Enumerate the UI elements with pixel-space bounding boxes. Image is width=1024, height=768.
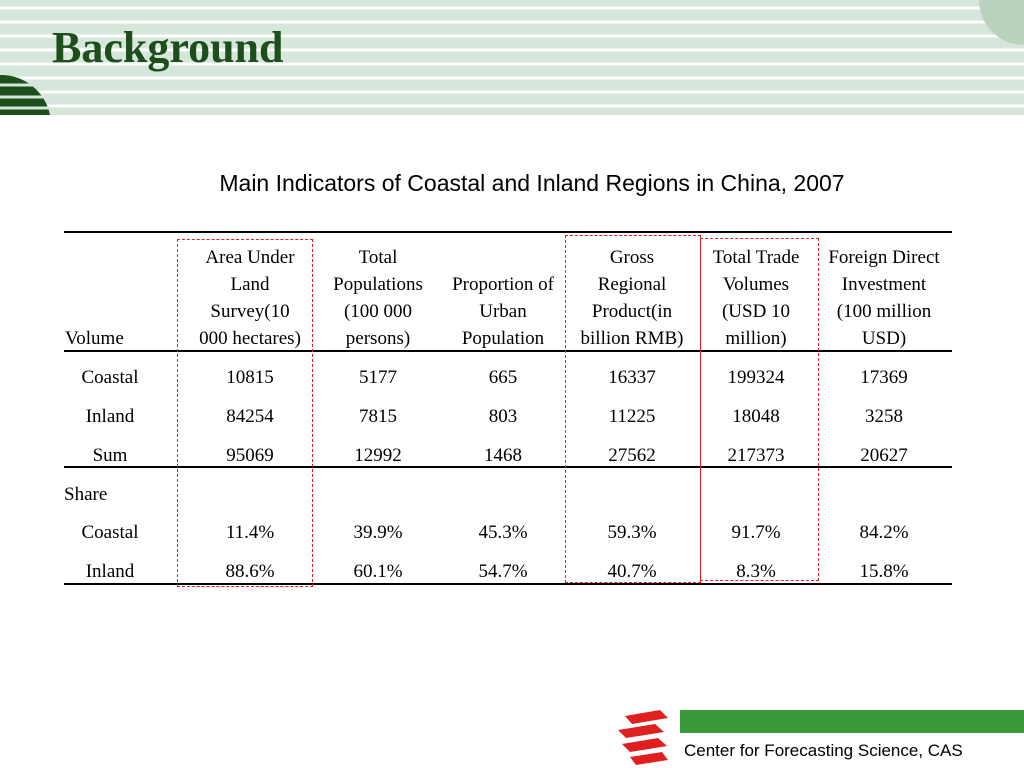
table-cell: 217373: [727, 445, 785, 466]
table-rule: [64, 231, 952, 233]
table-cell: 1468: [484, 445, 522, 466]
table-cell: 59.3%: [607, 522, 657, 543]
table-cell: 95069: [226, 445, 274, 466]
table-cell: 16337: [608, 367, 656, 388]
table-cell: 8.3%: [736, 561, 776, 582]
corner-circle: [979, 0, 1024, 45]
table-cell: 88.6%: [225, 561, 275, 582]
row-label: Inland: [85, 406, 135, 427]
section-label: Share: [64, 484, 108, 505]
table-cell: 11225: [608, 406, 656, 427]
table-cell: 20627: [860, 445, 908, 466]
table-cell: 5177: [359, 367, 397, 388]
column-header: Foreign Direct Investment (100 million U…: [828, 247, 940, 349]
table-cell: 15.8%: [859, 561, 909, 582]
table-cell: 60.1%: [353, 561, 403, 582]
table-cell: 45.3%: [478, 522, 528, 543]
row-label: Sum: [92, 445, 128, 466]
table-cell: 39.9%: [353, 522, 403, 543]
table-cell: 11.4%: [225, 522, 275, 543]
header-stripes: [0, 6, 1024, 108]
column-header: Total Populations (100 000 persons): [333, 247, 423, 349]
column-header: Gross Regional Product(in billion RMB): [580, 247, 684, 349]
row-label: Coastal: [81, 522, 139, 543]
table-cell: 199324: [727, 367, 785, 388]
row-label: Inland: [85, 561, 135, 582]
column-header: Proportion of Urban Population: [452, 274, 554, 349]
corner-stripes: [0, 83, 50, 110]
slide-title: Background: [52, 23, 284, 72]
table-cell: 27562: [608, 445, 656, 466]
table-cell: 17369: [860, 367, 908, 388]
column-header: Area Under Land Survey(10 000 hectares): [199, 247, 301, 349]
table-cell: 12992: [354, 445, 402, 466]
table-cell: 10815: [226, 367, 274, 388]
table-cell: 84.2%: [859, 522, 909, 543]
table-cell: 91.7%: [731, 522, 781, 543]
table-cell: 7815: [359, 406, 397, 427]
table-rule: [64, 583, 952, 585]
highlight-box: [177, 239, 313, 587]
table-rule: [64, 466, 952, 468]
table-cell: 18048: [732, 406, 780, 427]
header-band: [0, 0, 1024, 115]
footer-bar: [680, 710, 1024, 733]
table-cell: 40.7%: [607, 561, 657, 582]
table-cell: 803: [488, 406, 518, 427]
table-rule: [64, 350, 952, 352]
footer-org: Center for Forecasting Science, CAS: [684, 741, 963, 760]
row-label: Coastal: [81, 367, 139, 388]
table-cell: 84254: [226, 406, 274, 427]
column-header: Total Trade Volumes (USD 10 million): [712, 247, 800, 349]
table-caption: Main Indicators of Coastal and Inland Re…: [219, 170, 845, 196]
highlight-box: [700, 238, 819, 581]
table-cell: 3258: [865, 406, 903, 427]
table-cell: 54.7%: [478, 561, 528, 582]
table-cell: 665: [488, 367, 518, 388]
logo: [618, 710, 668, 765]
column-header: Volume: [65, 328, 124, 349]
